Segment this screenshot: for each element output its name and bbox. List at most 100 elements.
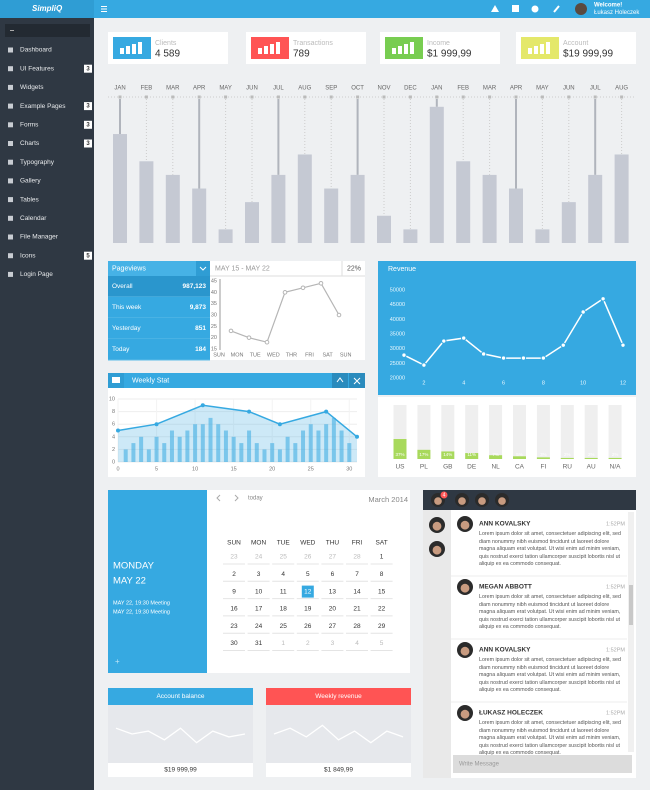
menu-item[interactable]: Widgets: [20, 84, 44, 91]
menu-item[interactable]: Typography: [20, 159, 55, 166]
day[interactable]: 23: [230, 554, 238, 561]
message-input[interactable]: [453, 755, 632, 773]
day[interactable]: 22: [378, 606, 386, 613]
menu-item[interactable]: Dashboard: [20, 47, 52, 54]
weekday: SUN: [227, 540, 241, 547]
add-event[interactable]: +: [115, 657, 120, 666]
menu-item[interactable]: Charts: [20, 140, 40, 147]
bar: [231, 436, 236, 462]
day[interactable]: 9: [232, 588, 236, 595]
x-tick-label: RU: [563, 464, 573, 471]
row-value: 851: [195, 325, 206, 332]
stat-row: [108, 339, 210, 360]
sender: MEGAN ABBOTT: [479, 584, 532, 591]
day[interactable]: 28: [353, 623, 361, 630]
day[interactable]: 18: [280, 606, 288, 613]
day[interactable]: 7: [355, 571, 359, 578]
prev[interactable]: [216, 494, 221, 502]
day[interactable]: 14: [353, 588, 361, 595]
day[interactable]: 8: [380, 571, 384, 578]
panel: [378, 261, 636, 395]
point: [116, 428, 120, 433]
menu-toggle[interactable]: [101, 6, 107, 12]
bar: [297, 154, 312, 243]
day[interactable]: 23: [230, 623, 238, 630]
day[interactable]: 5: [306, 571, 310, 578]
day[interactable]: 27: [329, 554, 337, 561]
menu-item[interactable]: UI Features: [20, 65, 55, 72]
day[interactable]: 21: [353, 606, 361, 613]
bar: [285, 436, 290, 462]
day[interactable]: 1: [380, 554, 384, 561]
menu-item[interactable]: Login Page: [20, 271, 53, 278]
day[interactable]: 26: [304, 554, 312, 561]
bar: [561, 202, 576, 243]
menu-item[interactable]: Tables: [20, 196, 40, 203]
menu-item[interactable]: Icons: [20, 252, 36, 259]
x-tick-label: TUE: [250, 352, 261, 358]
day[interactable]: 31: [255, 640, 263, 647]
day[interactable]: 3: [331, 640, 335, 647]
day[interactable]: 25: [280, 554, 288, 561]
day[interactable]: 29: [378, 623, 386, 630]
point: [401, 352, 407, 358]
day[interactable]: 30: [230, 640, 238, 647]
day[interactable]: 16: [230, 606, 238, 613]
user-avatar[interactable]: [575, 3, 587, 15]
bar-track: [560, 405, 574, 459]
date-range: MAY 15 - MAY 22: [215, 265, 270, 272]
x-tick-label: JUN: [246, 86, 258, 92]
menu-item[interactable]: Forms: [20, 122, 39, 129]
day[interactable]: 5: [380, 640, 384, 647]
mail-icon[interactable]: [512, 5, 519, 12]
marker: [567, 95, 571, 99]
calendar-side: [108, 490, 207, 673]
day[interactable]: 6: [331, 571, 335, 578]
day[interactable]: 13: [329, 588, 337, 595]
day[interactable]: 19: [304, 606, 312, 613]
day[interactable]: 4: [355, 640, 359, 647]
icon-glyph: [404, 44, 408, 54]
day[interactable]: 20: [329, 606, 337, 613]
day[interactable]: 27: [329, 623, 337, 630]
dropdown[interactable]: [196, 261, 210, 276]
today-button[interactable]: today: [248, 496, 263, 502]
bar-track: [489, 405, 503, 459]
row-label: Today: [112, 346, 130, 353]
tools-icon[interactable]: [553, 5, 560, 13]
day[interactable]: 11: [280, 588, 287, 595]
day[interactable]: 25: [280, 623, 288, 630]
day[interactable]: 26: [304, 623, 312, 630]
day[interactable]: 15: [378, 588, 386, 595]
menu-item[interactable]: File Manager: [20, 234, 59, 241]
day[interactable]: 1: [281, 640, 285, 647]
x-tick-label: 10: [580, 380, 586, 386]
menu-item[interactable]: Example Pages: [20, 103, 66, 110]
point: [154, 422, 159, 427]
day[interactable]: 12: [304, 588, 312, 595]
day[interactable]: 24: [255, 554, 263, 561]
menu-item[interactable]: Gallery: [20, 178, 41, 185]
search-box[interactable]: [5, 24, 90, 37]
day[interactable]: 10: [255, 588, 263, 595]
day[interactable]: 2: [306, 640, 310, 647]
settings-icon[interactable]: [531, 5, 539, 13]
avatar-face: [432, 545, 442, 555]
collapse-button[interactable]: [332, 373, 348, 388]
x-tick-label: MAY: [536, 86, 549, 92]
stat-row: [108, 297, 210, 318]
day[interactable]: 28: [353, 554, 361, 561]
day[interactable]: 3: [257, 571, 261, 578]
day[interactable]: 17: [255, 606, 263, 613]
day[interactable]: 2: [232, 571, 236, 578]
avatar-face: [478, 497, 486, 505]
day[interactable]: 4: [281, 571, 285, 578]
alert-icon[interactable]: [491, 5, 499, 12]
x-tick-label: DEC: [404, 86, 417, 92]
menu-item[interactable]: Calendar: [20, 215, 47, 222]
day[interactable]: 24: [255, 623, 263, 630]
next[interactable]: [234, 494, 239, 502]
bar: [131, 443, 136, 462]
x-tick-label: 8: [542, 380, 545, 386]
user-name[interactable]: Łukasz Holeczek: [594, 10, 640, 16]
